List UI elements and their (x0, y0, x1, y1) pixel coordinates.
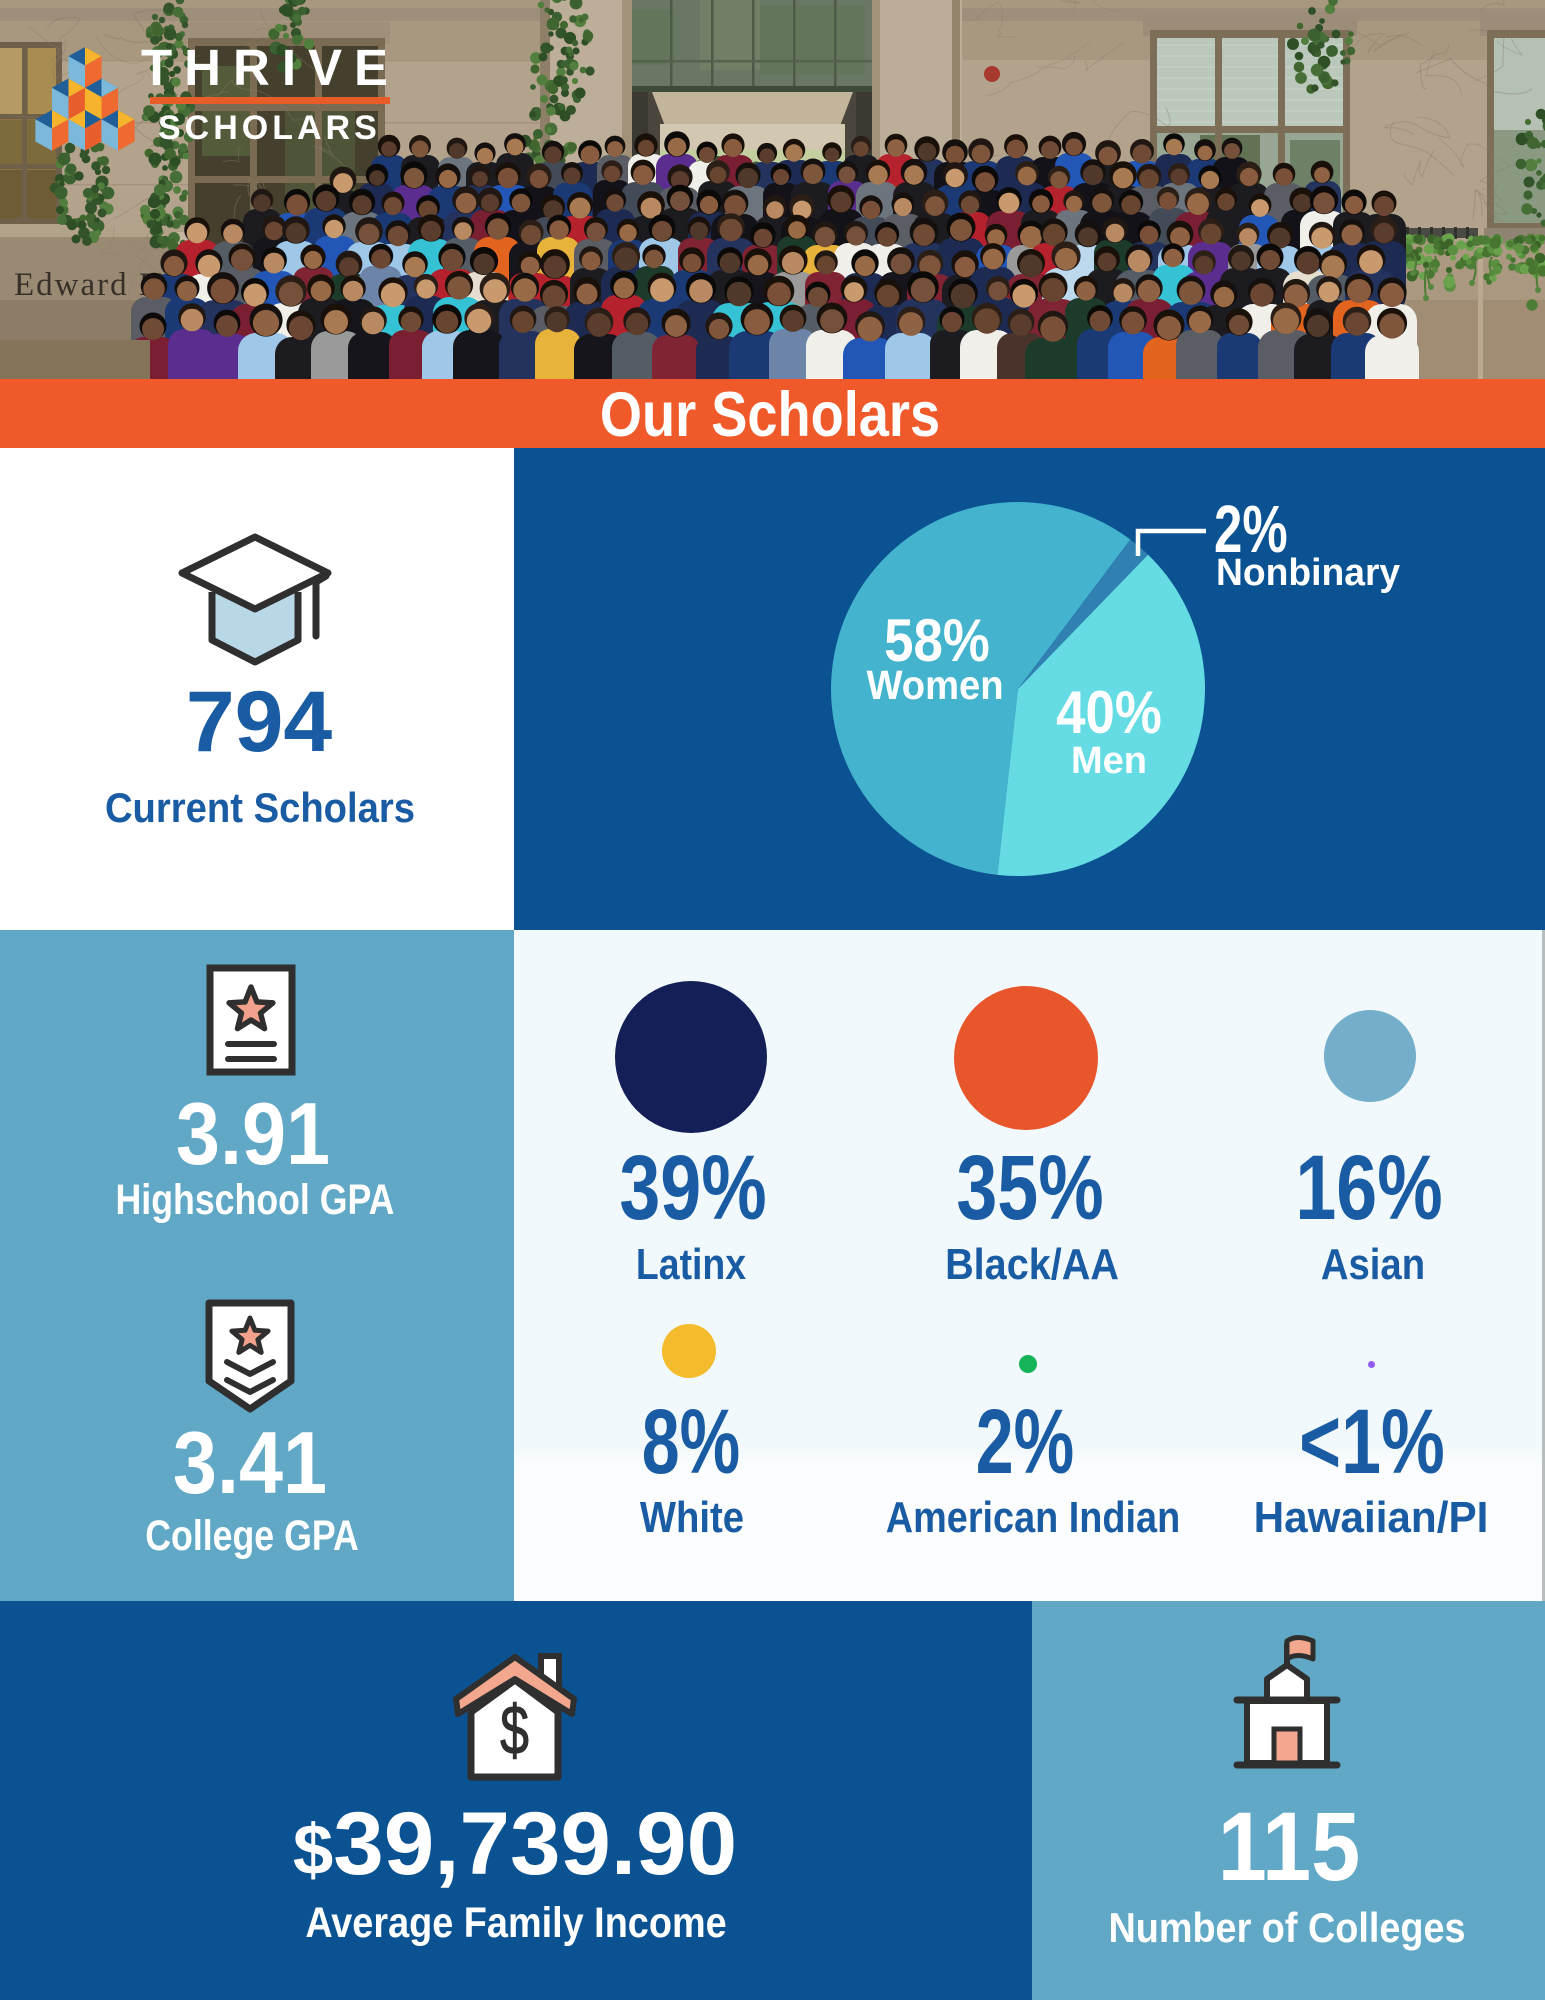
svg-text:$: $ (500, 1691, 529, 1769)
svg-text:THRIVE: THRIVE (141, 39, 400, 96)
svg-text:SCHOLARS: SCHOLARS (158, 109, 381, 147)
